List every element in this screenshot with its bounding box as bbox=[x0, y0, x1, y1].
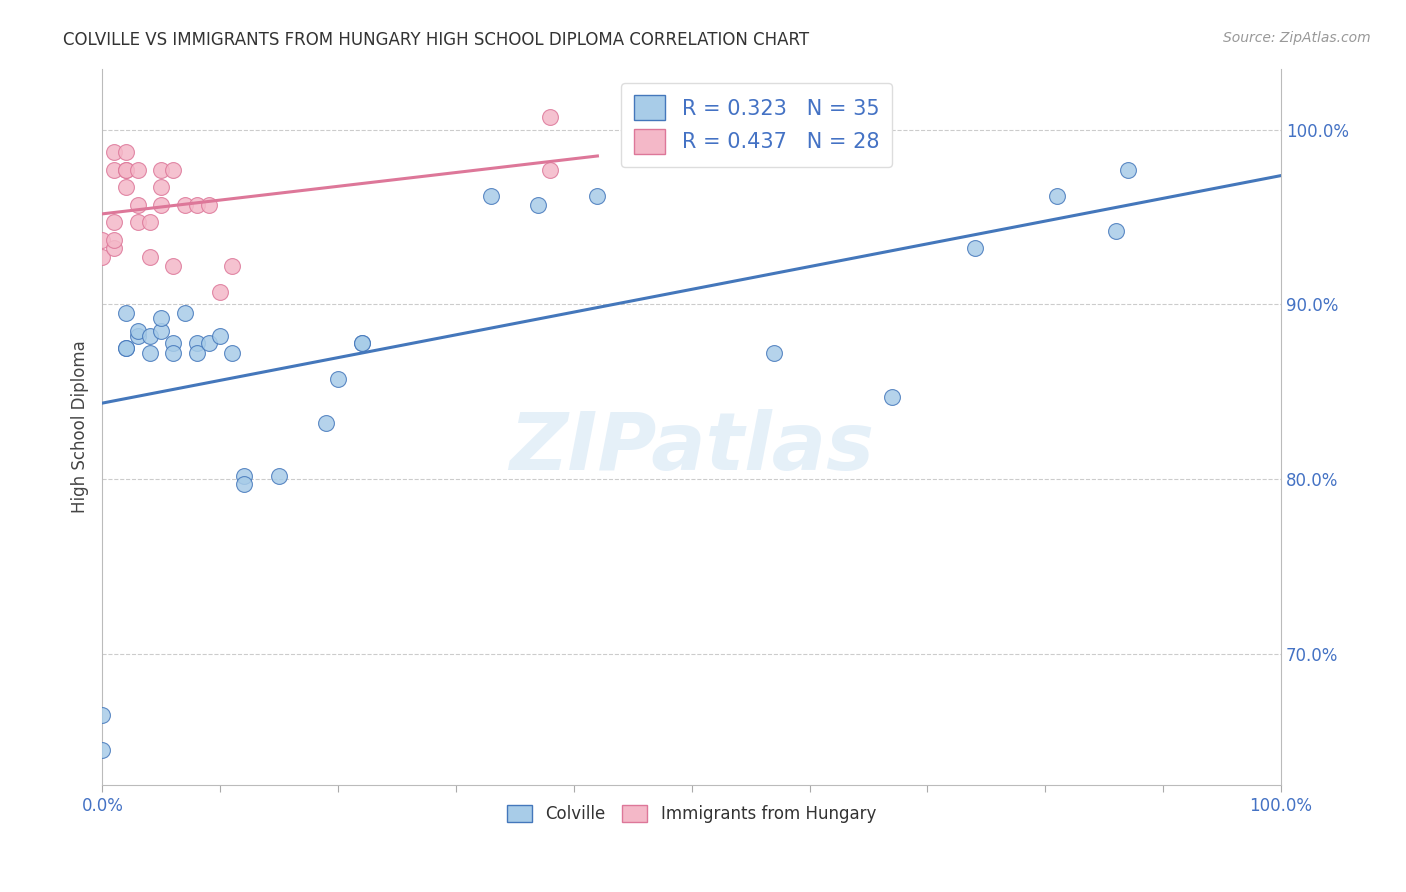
Point bbox=[115, 162, 138, 177]
Point bbox=[1105, 224, 1128, 238]
Point bbox=[103, 215, 125, 229]
Point bbox=[763, 346, 786, 360]
Point bbox=[197, 198, 219, 212]
Point bbox=[269, 468, 291, 483]
Point bbox=[115, 341, 138, 355]
Point bbox=[232, 477, 254, 491]
Point bbox=[91, 743, 114, 757]
Text: COLVILLE VS IMMIGRANTS FROM HUNGARY HIGH SCHOOL DIPLOMA CORRELATION CHART: COLVILLE VS IMMIGRANTS FROM HUNGARY HIGH… bbox=[63, 31, 810, 49]
Point bbox=[138, 346, 160, 360]
Point bbox=[538, 111, 561, 125]
Text: Source: ZipAtlas.com: Source: ZipAtlas.com bbox=[1223, 31, 1371, 45]
Point bbox=[186, 198, 208, 212]
Point bbox=[127, 328, 149, 343]
Point bbox=[150, 324, 173, 338]
Point bbox=[127, 324, 149, 338]
Point bbox=[174, 306, 197, 320]
Point bbox=[150, 162, 173, 177]
Point bbox=[232, 468, 254, 483]
Point bbox=[963, 242, 986, 256]
Point bbox=[127, 215, 149, 229]
Point bbox=[91, 250, 114, 264]
Point bbox=[127, 162, 149, 177]
Point bbox=[162, 259, 184, 273]
Point bbox=[115, 306, 138, 320]
Point bbox=[115, 162, 138, 177]
Point bbox=[186, 346, 208, 360]
Point bbox=[103, 145, 125, 160]
Point bbox=[479, 189, 502, 203]
Point bbox=[880, 390, 903, 404]
Point bbox=[115, 180, 138, 194]
Text: ZIPatlas: ZIPatlas bbox=[509, 409, 875, 487]
Point bbox=[527, 198, 550, 212]
Point bbox=[315, 416, 337, 430]
Point bbox=[209, 328, 232, 343]
Point bbox=[174, 198, 197, 212]
Point bbox=[1116, 162, 1139, 177]
Point bbox=[138, 328, 160, 343]
Point bbox=[197, 335, 219, 350]
Point bbox=[150, 198, 173, 212]
Point bbox=[538, 162, 561, 177]
Point bbox=[162, 162, 184, 177]
Point bbox=[209, 285, 232, 299]
Point bbox=[326, 372, 349, 386]
Point bbox=[103, 162, 125, 177]
Point bbox=[162, 346, 184, 360]
Point bbox=[1046, 189, 1069, 203]
Point bbox=[221, 346, 243, 360]
Point bbox=[221, 259, 243, 273]
Point bbox=[103, 233, 125, 247]
Point bbox=[91, 707, 114, 722]
Point bbox=[350, 335, 373, 350]
Point bbox=[115, 341, 138, 355]
Point bbox=[350, 335, 373, 350]
Point bbox=[103, 242, 125, 256]
Y-axis label: High School Diploma: High School Diploma bbox=[72, 340, 89, 513]
Point bbox=[186, 335, 208, 350]
Legend: Colville, Immigrants from Hungary: Colville, Immigrants from Hungary bbox=[501, 798, 883, 830]
Point bbox=[150, 180, 173, 194]
Point bbox=[586, 189, 609, 203]
Point bbox=[91, 233, 114, 247]
Point bbox=[138, 250, 160, 264]
Point bbox=[162, 335, 184, 350]
Point bbox=[115, 145, 138, 160]
Point bbox=[150, 311, 173, 326]
Point bbox=[138, 215, 160, 229]
Point bbox=[127, 198, 149, 212]
